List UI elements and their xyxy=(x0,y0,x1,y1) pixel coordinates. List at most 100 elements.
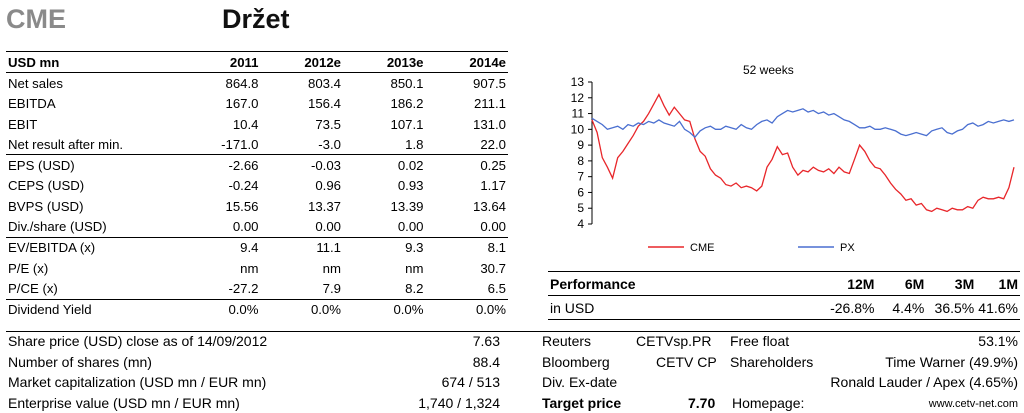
y-tick-label: 9 xyxy=(577,138,584,152)
performance-6m-header: 6M xyxy=(876,271,927,296)
cell-value: 156.4 xyxy=(307,95,341,111)
free-float-value: 53.1% xyxy=(978,333,1018,349)
row-label: EBITDA xyxy=(8,95,56,111)
target-price-label: Target price xyxy=(542,394,622,411)
cell-value: -171.0 xyxy=(221,136,259,152)
mcap-value: 674 / 513 xyxy=(441,374,500,390)
cell-value: 0.02 xyxy=(343,154,426,176)
cell-value: 8.2 xyxy=(405,281,424,297)
bloomberg-label: Bloomberg xyxy=(542,353,610,370)
ticker-symbol: CME xyxy=(6,4,66,34)
reuters-value: CETVsp.PR xyxy=(636,333,712,349)
table-row: Dividend Yield 0.0% 0.0% 0.0% 0.0% xyxy=(6,298,508,320)
cell-value: -2.66 xyxy=(178,154,261,176)
series-line-cme xyxy=(591,93,1015,213)
performance-12m-value: -26.8% xyxy=(727,295,877,320)
homepage-link[interactable]: www.cetv-net.com xyxy=(928,397,1018,410)
bottom-top-rule xyxy=(6,331,1020,332)
cell-value: 0.00 xyxy=(397,219,424,235)
row-label: Div./share (USD) xyxy=(8,219,107,235)
cell-value: 850.1 xyxy=(390,75,424,91)
target-price-value: 7.70 xyxy=(688,394,716,411)
cell-value: 1.17 xyxy=(480,178,506,194)
cell-value: 9.4 xyxy=(178,236,261,258)
ev-label: Enterprise value (USD mn / EUR mn) xyxy=(8,394,240,411)
reuters-label: Reuters xyxy=(542,333,592,349)
shares-value: 88.4 xyxy=(472,353,500,370)
cell-value: 11.1 xyxy=(260,236,343,258)
cell-value: 15.56 xyxy=(225,198,259,214)
cell-value: 8.1 xyxy=(425,236,508,258)
y-tick-label: 8 xyxy=(577,154,584,168)
legend-label-cme: CME xyxy=(690,242,714,254)
cell-value: 0.00 xyxy=(315,219,341,235)
cell-value: 864.8 xyxy=(225,75,259,91)
share-price-value: 7.63 xyxy=(472,333,500,349)
table-row: P/CE (x) -27.2 7.9 8.2 6.5 xyxy=(6,279,508,300)
cell-value: 1.8 xyxy=(405,136,424,152)
row-label: EPS (USD) xyxy=(6,154,178,176)
performance-row-label: in USD xyxy=(548,295,728,320)
cell-value: 907.5 xyxy=(472,75,506,91)
cell-value: 167.0 xyxy=(225,95,259,111)
cell-value: 0.0% xyxy=(425,298,508,320)
cell-value: 30.7 xyxy=(480,260,506,276)
series-line-px xyxy=(591,108,1015,139)
performance-header: Performance xyxy=(548,271,728,296)
y-tick-label: 13 xyxy=(571,75,585,89)
performance-table: Performance 12M 6M 3M 1M in USD -26.8% 4… xyxy=(548,271,1020,320)
row-label: P/E (x) xyxy=(8,260,49,276)
table-top-rule xyxy=(6,51,508,52)
free-float-label: Free float xyxy=(730,333,790,349)
table-row: Net result after min. -171.0 -3.0 1.8 22.0 xyxy=(6,134,508,155)
row-label: CEPS (USD) xyxy=(8,178,85,194)
cell-value: 0.0% xyxy=(260,298,343,320)
cell-value: -27.2 xyxy=(228,281,259,297)
row-label: P/CE (x) xyxy=(8,281,58,297)
cell-value: 13.39 xyxy=(390,198,424,214)
legend-label-px: PX xyxy=(840,242,855,254)
performance-12m-header: 12M xyxy=(727,271,877,296)
row-label: EV/EBITDA (x) xyxy=(6,236,178,258)
cell-value: 6.5 xyxy=(487,281,506,297)
table-row: BVPS (USD) 15.56 13.37 13.39 13.64 xyxy=(6,196,508,217)
y-tick-label: 6 xyxy=(577,185,584,199)
table-row: EBITDA 167.0 156.4 186.2 211.1 xyxy=(6,93,508,114)
year-header: 2011 xyxy=(178,52,261,74)
cell-value: 107.1 xyxy=(390,116,424,132)
performance-6m-value: 4.4% xyxy=(876,295,927,320)
cell-value: 0.0% xyxy=(343,298,426,320)
rating-label: Držet xyxy=(222,4,290,34)
cell-value: 10.4 xyxy=(232,116,259,132)
cell-value: 0.93 xyxy=(397,178,424,194)
table-row: CEPS (USD) -0.24 0.96 0.93 1.17 xyxy=(6,176,508,197)
cell-value: -3.0 xyxy=(318,136,341,152)
row-label: Net sales xyxy=(8,75,63,91)
table-row: EPS (USD) -2.66 -0.03 0.02 0.25 xyxy=(6,154,508,176)
cell-value: 131.0 xyxy=(472,116,506,132)
cell-value: 73.5 xyxy=(315,116,341,132)
performance-3m-header: 3M xyxy=(926,271,977,296)
cell-value: 186.2 xyxy=(390,95,424,111)
performance-1m-value: 41.6% xyxy=(976,295,1020,320)
row-label: EBIT xyxy=(8,116,38,132)
y-tick-label: 12 xyxy=(571,91,585,105)
year-header: 2012e xyxy=(260,52,343,74)
cell-value: 803.4 xyxy=(307,75,341,91)
y-tick-label: 10 xyxy=(571,122,585,136)
units-header: USD mn xyxy=(6,52,178,74)
cell-value: 22.0 xyxy=(480,136,506,152)
cell-value: nm xyxy=(405,260,424,276)
shares-label: Number of shares (mn) xyxy=(8,353,152,370)
shareholders-label: Shareholders xyxy=(730,353,814,370)
cell-value: -0.03 xyxy=(260,154,343,176)
cell-value: 0.0% xyxy=(178,298,261,320)
year-header: 2013e xyxy=(343,52,426,74)
cell-value: 7.9 xyxy=(322,281,341,297)
cell-value: 0.00 xyxy=(232,219,259,235)
cell-value: 0.00 xyxy=(480,219,506,235)
y-tick-label: 11 xyxy=(572,107,585,121)
cell-value: 0.25 xyxy=(425,154,508,176)
table-row: EBIT 10.4 73.5 107.1 131.0 xyxy=(6,114,508,135)
